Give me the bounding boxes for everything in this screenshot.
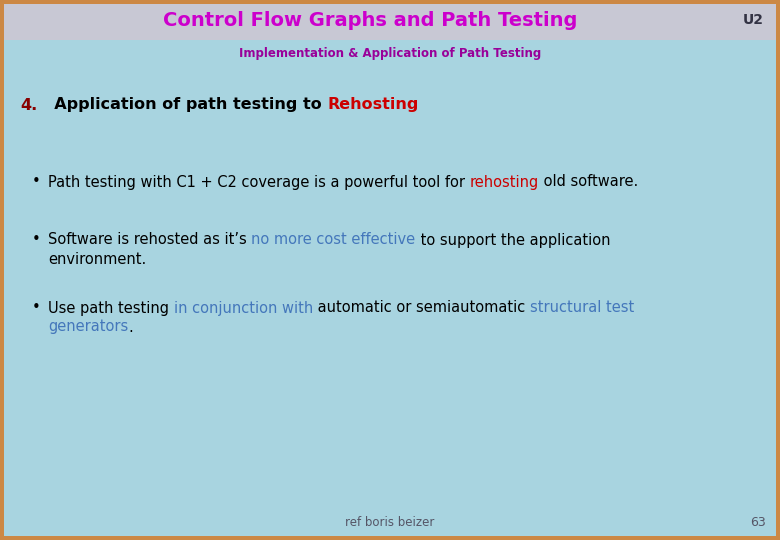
Text: environment.: environment. bbox=[48, 252, 147, 267]
Text: generators: generators bbox=[48, 320, 128, 334]
Text: to support the application: to support the application bbox=[416, 233, 610, 247]
Text: structural test: structural test bbox=[530, 300, 634, 315]
Text: •: • bbox=[32, 174, 41, 190]
Text: .: . bbox=[128, 320, 133, 334]
Text: Control Flow Graphs and Path Testing: Control Flow Graphs and Path Testing bbox=[163, 10, 577, 30]
Text: Use path testing: Use path testing bbox=[48, 300, 174, 315]
Text: Path testing with C1 + C2 coverage is a powerful tool for: Path testing with C1 + C2 coverage is a … bbox=[48, 174, 470, 190]
Text: 4.: 4. bbox=[20, 98, 37, 112]
Text: Implementation & Application of Path Testing: Implementation & Application of Path Tes… bbox=[239, 48, 541, 60]
FancyBboxPatch shape bbox=[4, 40, 776, 536]
FancyBboxPatch shape bbox=[4, 4, 776, 40]
Text: ref boris beizer: ref boris beizer bbox=[346, 516, 434, 529]
Text: Rehosting: Rehosting bbox=[328, 98, 419, 112]
Text: no more cost effective: no more cost effective bbox=[251, 233, 416, 247]
Text: Software is rehosted as it’s: Software is rehosted as it’s bbox=[48, 233, 251, 247]
Text: 63: 63 bbox=[750, 516, 766, 529]
Text: automatic or semiautomatic: automatic or semiautomatic bbox=[313, 300, 530, 315]
Text: •: • bbox=[32, 300, 41, 315]
Text: Application of path testing to: Application of path testing to bbox=[43, 98, 328, 112]
Text: old software.: old software. bbox=[539, 174, 638, 190]
Text: in conjunction with: in conjunction with bbox=[174, 300, 313, 315]
Text: rehosting: rehosting bbox=[470, 174, 539, 190]
Text: •: • bbox=[32, 233, 41, 247]
Text: U2: U2 bbox=[743, 13, 764, 27]
